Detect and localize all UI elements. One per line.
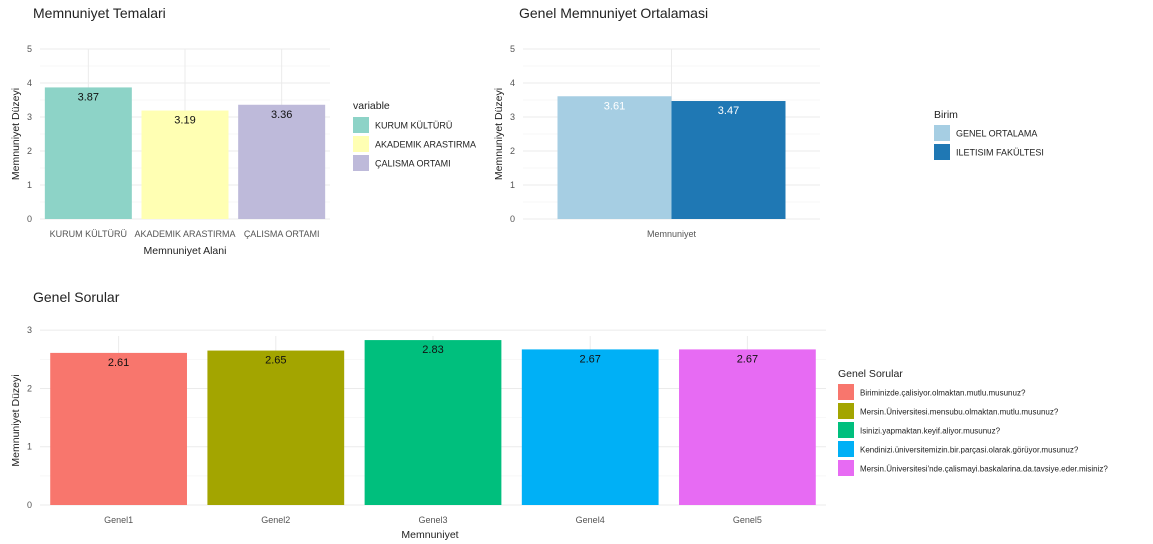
legend-item: KURUM KÜLTÜRÜ <box>375 121 452 131</box>
data-label: 3.19 <box>174 115 195 127</box>
x-axis-label: Memnuniyet <box>401 529 458 541</box>
bar <box>521 349 659 505</box>
y-tick-label: 5 <box>27 44 32 54</box>
y-tick-label: 5 <box>510 44 515 54</box>
legend-swatch <box>838 403 854 419</box>
x-tick-label: Memnuniyet <box>647 229 697 239</box>
legend-item: Mersin.Üniversitesi.mensubu.olmaktan.mut… <box>860 408 1059 417</box>
bar <box>50 352 187 505</box>
legend-item: ILETISIM FAKÜLTESI <box>956 148 1044 158</box>
data-label: 2.65 <box>265 355 286 367</box>
y-axis-label: Memnuniyet Düzeyi <box>10 88 22 180</box>
y-tick-label: 0 <box>27 214 32 224</box>
data-label: 2.67 <box>579 353 600 365</box>
bar <box>671 101 786 219</box>
x-axis-label: Memnuniyet Alani <box>144 245 227 257</box>
legend-swatch <box>353 136 369 152</box>
x-tick-label: AKADEMIK ARASTIRMA <box>134 229 235 239</box>
legend-swatch <box>353 117 369 133</box>
data-label: 3.87 <box>78 91 99 103</box>
y-tick-label: 2 <box>27 146 32 156</box>
y-tick-label: 3 <box>27 112 32 122</box>
y-tick-label: 0 <box>27 500 32 510</box>
y-tick-label: 3 <box>510 112 515 122</box>
bar <box>207 350 345 505</box>
legend-swatch <box>838 422 854 438</box>
chart-memnuniyet-temalari: Memnuniyet Temalari 0 1 2 3 4 5 Memnuniyet Düze… <box>10 5 476 257</box>
bar <box>238 104 326 219</box>
x-tick-label: ÇALISMA ORTAMI <box>244 229 320 239</box>
legend-title: Birim <box>934 109 958 121</box>
legend-title: variable <box>353 100 390 112</box>
y-tick-label: 0 <box>510 214 515 224</box>
bar <box>557 96 672 219</box>
y-tick-label: 1 <box>27 180 32 190</box>
legend-item: GENEL ORTALAMA <box>956 129 1037 139</box>
legend-swatch <box>934 144 950 160</box>
x-tick-label: Genel5 <box>733 515 762 525</box>
y-axis-label: Memnuniyet Düzeyi <box>493 88 505 180</box>
legend-swatch <box>838 384 854 400</box>
y-tick-label: 4 <box>510 78 515 88</box>
legend-item: Mersin.Üniversitesi'nde.çalismayi.baskal… <box>860 465 1108 474</box>
chart-title: Memnuniyet Temalari <box>33 5 166 21</box>
chart-title: Genel Sorular <box>33 289 120 305</box>
legend-swatch <box>838 441 854 457</box>
y-tick-label: 3 <box>27 325 32 335</box>
x-tick-label: KURUM KÜLTÜRÜ <box>50 229 127 239</box>
legend-title: Genel Sorular <box>838 368 903 380</box>
legend-item: Biriminizde.çalisiyor.olmaktan.mutlu.mus… <box>860 389 1026 398</box>
legend-item: ÇALISMA ORTAMI <box>375 159 451 169</box>
legend-swatch <box>934 125 950 141</box>
y-tick-label: 1 <box>510 180 515 190</box>
bar <box>44 87 132 219</box>
y-tick-label: 2 <box>27 383 32 393</box>
legend-swatch <box>838 460 854 476</box>
chart-genel-sorular: Genel Sorular 0 1 2 3 Memnuniyet Düzeyi Memnun… <box>10 289 1108 541</box>
y-tick-label: 2 <box>510 146 515 156</box>
y-tick-label: 1 <box>27 442 32 452</box>
data-label: 3.47 <box>718 105 739 117</box>
bar <box>141 110 229 219</box>
x-tick-label: Genel4 <box>576 515 605 525</box>
x-tick-label: Genel2 <box>261 515 290 525</box>
chart-genel-memnuniyet-ortalamasi: Genel Memnuniyet Ortalamasi 0 1 2 3 4 5 Memnuni… <box>493 5 1044 239</box>
legend-swatch <box>353 155 369 171</box>
data-label: 2.83 <box>422 344 443 356</box>
data-label: 3.36 <box>271 109 292 121</box>
bar <box>364 340 502 505</box>
data-label: 3.61 <box>604 100 625 112</box>
bar <box>679 349 816 505</box>
legend-item: Isinizi.yapmaktan.keyif.aliyor.musunuz? <box>860 427 1001 436</box>
chart-title: Genel Memnuniyet Ortalamasi <box>519 5 708 21</box>
x-tick-label: Genel3 <box>418 515 447 525</box>
y-axis-label: Memnuniyet Düzeyi <box>10 374 22 466</box>
data-label: 2.67 <box>737 353 758 365</box>
x-tick-label: Genel1 <box>104 515 133 525</box>
data-label: 2.61 <box>108 357 129 369</box>
y-tick-label: 4 <box>27 78 32 88</box>
legend-item: AKADEMIK ARASTIRMA <box>375 140 476 150</box>
legend-item: Kendinizi.üniversitemizin.bir.parçasi.ol… <box>860 446 1079 455</box>
